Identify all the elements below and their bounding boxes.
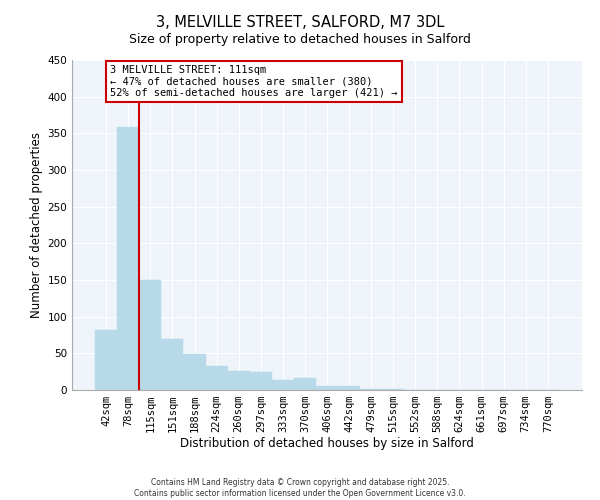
Bar xyxy=(161,338,184,390)
Text: 3, MELVILLE STREET, SALFORD, M7 3DL: 3, MELVILLE STREET, SALFORD, M7 3DL xyxy=(156,15,444,30)
Bar xyxy=(95,330,117,390)
X-axis label: Distribution of detached houses by size in Salford: Distribution of detached houses by size … xyxy=(180,436,474,450)
Text: 3 MELVILLE STREET: 111sqm
← 47% of detached houses are smaller (380)
52% of semi: 3 MELVILLE STREET: 111sqm ← 47% of detac… xyxy=(110,65,398,98)
Text: Contains HM Land Registry data © Crown copyright and database right 2025.
Contai: Contains HM Land Registry data © Crown c… xyxy=(134,478,466,498)
Text: Size of property relative to detached houses in Salford: Size of property relative to detached ho… xyxy=(129,32,471,46)
Bar xyxy=(316,386,338,390)
Bar xyxy=(227,371,250,390)
Bar xyxy=(250,372,272,390)
Bar xyxy=(184,354,206,390)
Bar xyxy=(139,280,161,390)
Bar xyxy=(272,380,294,390)
Bar xyxy=(294,378,316,390)
Bar xyxy=(206,366,227,390)
Bar xyxy=(338,386,360,390)
Y-axis label: Number of detached properties: Number of detached properties xyxy=(30,132,43,318)
Bar xyxy=(360,388,382,390)
Bar xyxy=(117,128,139,390)
